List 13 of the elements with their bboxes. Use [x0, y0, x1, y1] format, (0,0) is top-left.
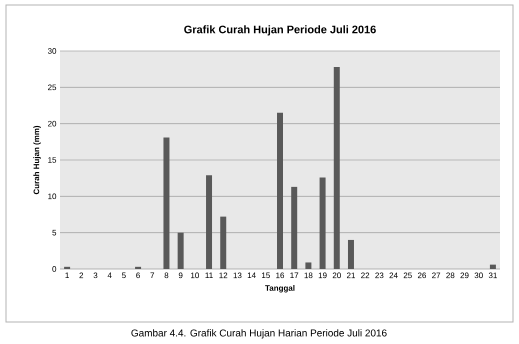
bar — [178, 232, 184, 269]
text: Gambar 4.4. Grafik Curah Hujan Harian Periode Juli 2016 — [131, 329, 387, 338]
bar — [320, 177, 326, 269]
bar — [163, 137, 170, 269]
bar — [291, 186, 298, 269]
bar — [490, 264, 496, 269]
chart-title: Grafik Curah Hujan Periode Juli 2016 — [184, 25, 376, 36]
bar — [220, 216, 226, 269]
bar — [348, 240, 354, 269]
bar — [206, 175, 212, 269]
bar — [277, 112, 284, 269]
bar — [334, 66, 340, 269]
bar — [305, 262, 312, 269]
